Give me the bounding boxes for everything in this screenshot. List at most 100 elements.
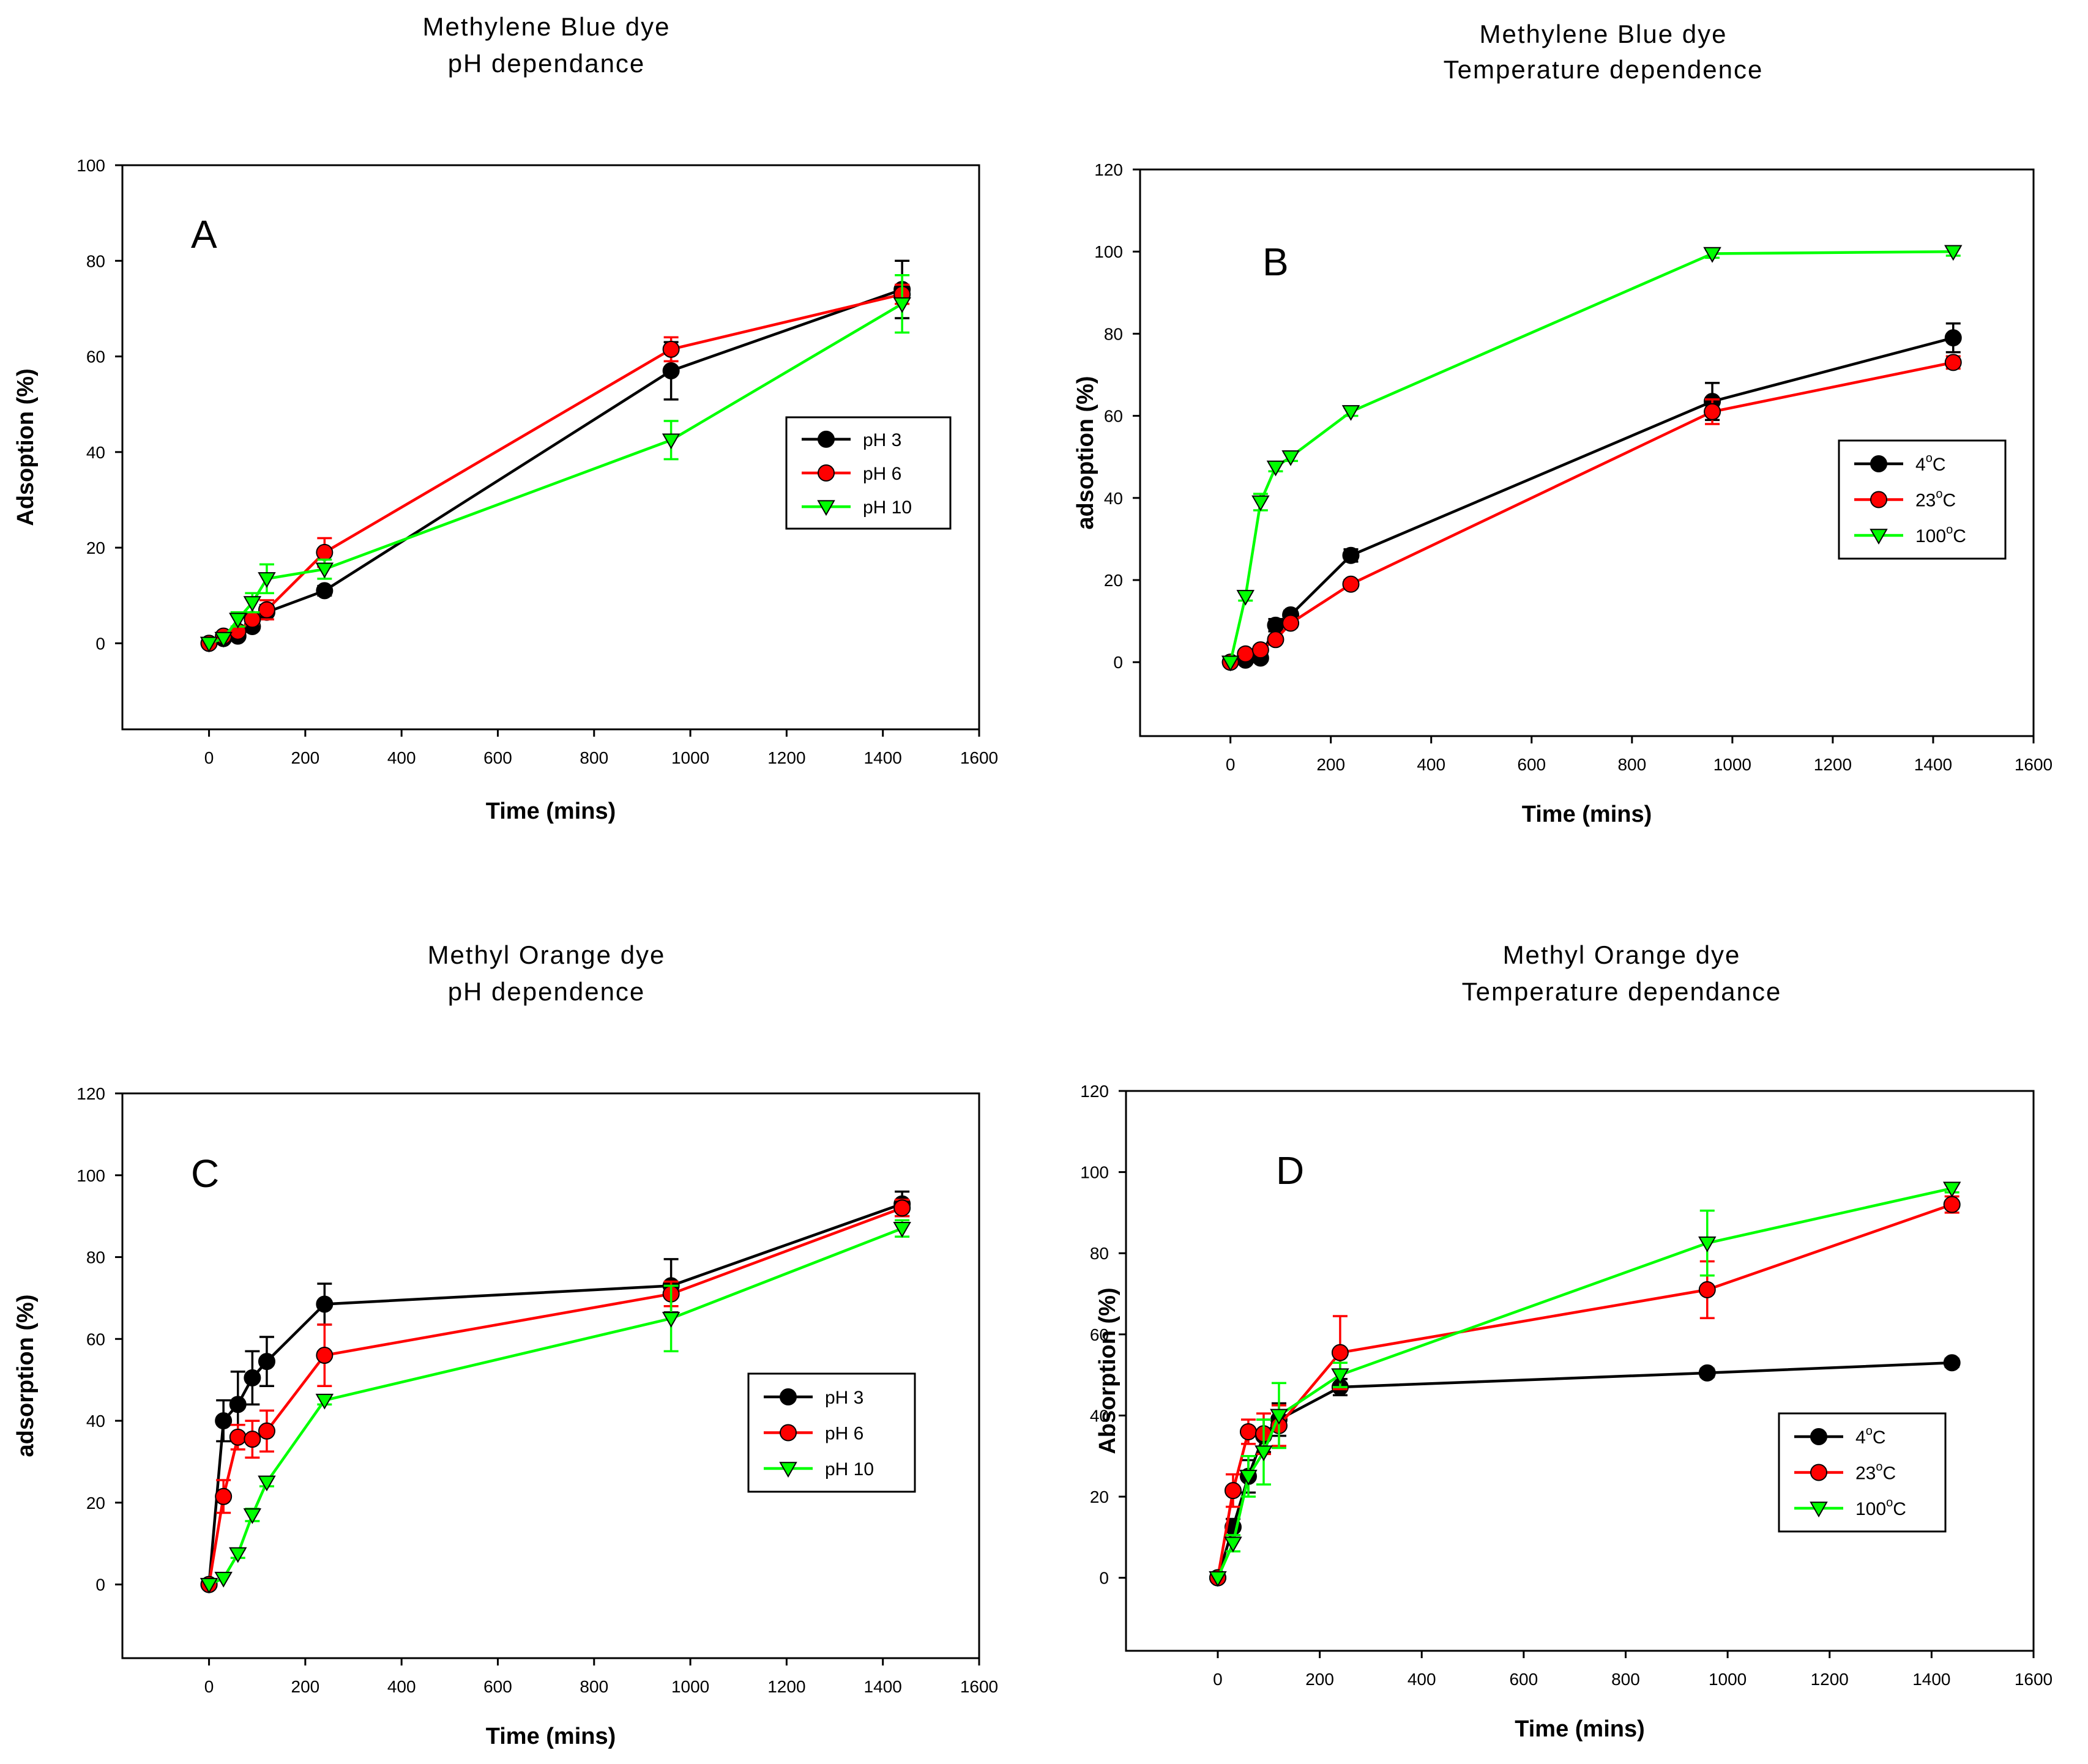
data-point bbox=[1943, 1354, 1961, 1372]
legend-label: pH 10 bbox=[825, 1459, 874, 1479]
x-tick-label: 1600 bbox=[960, 1677, 998, 1696]
data-point bbox=[1944, 354, 1962, 371]
legend-label: pH 3 bbox=[863, 430, 901, 450]
data-point bbox=[662, 1312, 680, 1328]
data-point bbox=[243, 596, 262, 612]
x-tick-label: 1400 bbox=[1914, 755, 1952, 774]
x-tick-label: 1600 bbox=[2015, 755, 2053, 774]
data-point bbox=[662, 433, 680, 450]
data-point bbox=[1704, 403, 1721, 420]
y-axis-label: adsorption (%) bbox=[13, 1295, 39, 1457]
y-tick-label: 60 bbox=[86, 348, 105, 367]
legend-marker bbox=[818, 430, 835, 448]
series-line bbox=[1216, 1203, 1953, 1579]
data-point bbox=[258, 572, 276, 588]
data-point bbox=[1239, 1470, 1258, 1486]
legend-label-sup: o bbox=[1886, 1496, 1893, 1509]
y-tick-label: 40 bbox=[1104, 489, 1123, 508]
data-point bbox=[215, 1412, 233, 1430]
x-tick-label: 400 bbox=[1417, 755, 1445, 774]
data-point bbox=[1698, 1281, 1716, 1298]
chart-title-line: Methylene Blue dye bbox=[423, 12, 671, 41]
x-tick-label: 600 bbox=[483, 1677, 512, 1696]
data-point bbox=[1255, 1445, 1273, 1462]
y-tick-label: 100 bbox=[76, 1166, 105, 1185]
legend-label: pH 6 bbox=[863, 464, 901, 484]
legend-label-suffix: C bbox=[1933, 455, 1946, 475]
panel-label: C bbox=[191, 1152, 219, 1196]
x-tick-label: 800 bbox=[1617, 755, 1646, 774]
legend-marker bbox=[1870, 491, 1887, 508]
x-tick-label: 1200 bbox=[767, 1677, 805, 1696]
x-tick-label: 1000 bbox=[671, 748, 709, 767]
x-tick-label: 1000 bbox=[671, 1677, 709, 1696]
data-point bbox=[258, 601, 275, 619]
legend-label-sup: o bbox=[1866, 1424, 1873, 1438]
x-tick-label: 400 bbox=[387, 748, 416, 767]
panel-b: Methylene Blue dye Temperature dependence… bbox=[1073, 20, 2053, 827]
data-point bbox=[1331, 1344, 1349, 1361]
series-1 bbox=[200, 1199, 911, 1593]
x-tick-label: 600 bbox=[483, 748, 512, 767]
legend-marker bbox=[780, 1388, 797, 1406]
legend-label-sup: o bbox=[1926, 452, 1933, 465]
chart-title-line: pH dependance bbox=[448, 49, 646, 78]
y-tick-label: 0 bbox=[1099, 1569, 1109, 1588]
x-tick-label: 1600 bbox=[2015, 1670, 2053, 1689]
data-point bbox=[1251, 495, 1270, 512]
data-point bbox=[1944, 245, 1963, 261]
legend-label: 100oC bbox=[1915, 523, 1966, 546]
chart-title-line: Methyl Orange dye bbox=[1503, 940, 1741, 969]
data-point bbox=[1281, 450, 1300, 466]
legend-marker bbox=[817, 500, 835, 516]
data-point bbox=[316, 1295, 334, 1313]
data-point bbox=[258, 1422, 275, 1440]
legend-label-sup: o bbox=[1876, 1461, 1882, 1474]
x-tick-label: 800 bbox=[1611, 1670, 1640, 1689]
y-tick-label: 100 bbox=[1094, 242, 1123, 261]
x-axis-label: Time (mins) bbox=[1522, 802, 1652, 827]
data-point bbox=[1221, 655, 1240, 672]
data-point bbox=[1224, 1536, 1242, 1553]
x-tick-label: 400 bbox=[1408, 1670, 1436, 1689]
data-point bbox=[316, 543, 334, 561]
chart-title-line: Methylene Blue dye bbox=[1480, 20, 1728, 48]
y-tick-label: 80 bbox=[86, 251, 105, 270]
y-tick-label: 0 bbox=[95, 1576, 105, 1595]
data-point bbox=[229, 1428, 247, 1446]
x-tick-label: 1200 bbox=[1811, 1670, 1849, 1689]
legend-label-suffix: C bbox=[1883, 1464, 1896, 1484]
y-tick-label: 120 bbox=[1080, 1082, 1109, 1101]
data-point bbox=[1698, 1364, 1716, 1382]
legend-marker bbox=[780, 1424, 797, 1442]
data-point bbox=[1331, 1368, 1349, 1385]
y-tick-label: 40 bbox=[86, 443, 105, 462]
legend: pH 3 pH 6 pH 10 bbox=[785, 416, 952, 530]
x-tick-label: 200 bbox=[1305, 1670, 1334, 1689]
data-point bbox=[1224, 1482, 1242, 1500]
y-tick-label: 0 bbox=[95, 634, 105, 653]
y-tick-label: 60 bbox=[1104, 407, 1123, 426]
plot-frame bbox=[1139, 168, 2035, 737]
chart-title-line: Temperature dependance bbox=[1462, 977, 1782, 1006]
data-point bbox=[258, 1475, 276, 1492]
x-tick-label: 1200 bbox=[767, 748, 805, 767]
x-axis-label: Time (mins) bbox=[486, 798, 616, 824]
panel-label: D bbox=[1276, 1148, 1304, 1193]
y-tick-label: 20 bbox=[1090, 1487, 1109, 1506]
series-2 bbox=[199, 274, 911, 653]
chart-title-line: Methyl Orange dye bbox=[428, 940, 666, 969]
data-point bbox=[1236, 590, 1255, 606]
x-tick-label: 1600 bbox=[960, 748, 998, 767]
data-point bbox=[662, 362, 680, 379]
y-tick-label: 120 bbox=[76, 1084, 105, 1103]
y-tick-label: 60 bbox=[86, 1330, 105, 1349]
legend-marker bbox=[779, 1462, 797, 1478]
x-tick-label: 1000 bbox=[1713, 755, 1751, 774]
x-tick-label: 1000 bbox=[1709, 1670, 1747, 1689]
data-point bbox=[316, 1347, 334, 1364]
